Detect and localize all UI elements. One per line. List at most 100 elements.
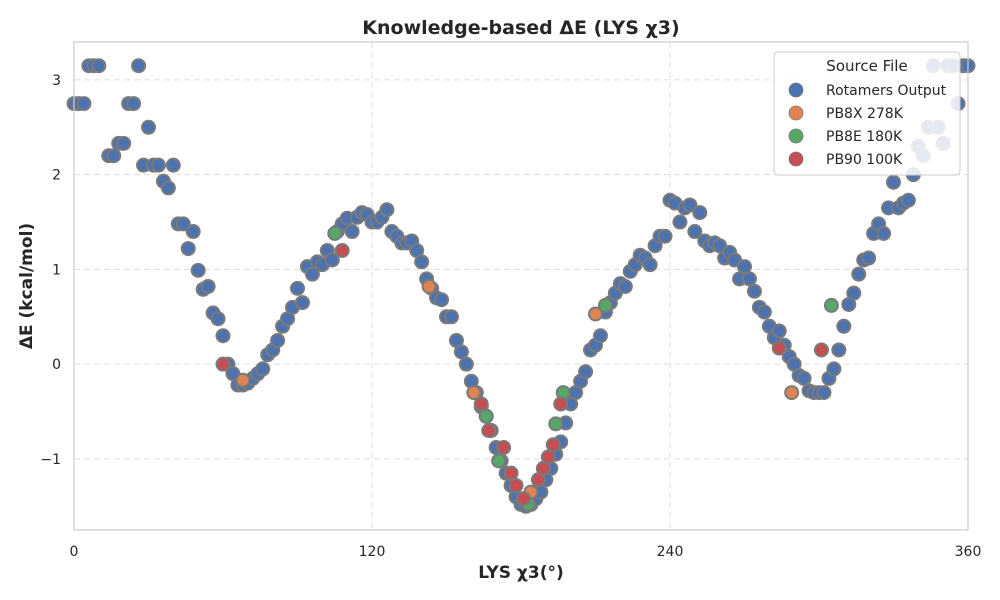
data-point [503,465,519,481]
legend-marker [788,128,804,144]
data-point [458,356,474,372]
data-point [588,306,603,322]
legend-marker [788,151,804,167]
legend-marker [788,105,804,121]
data-point [578,364,594,380]
data-point [831,342,847,358]
data-point [886,174,901,190]
series-2 [327,225,839,512]
x-tick-label: 0 [70,544,79,560]
data-point [481,423,497,439]
data-point [160,180,176,196]
data-point [190,262,206,278]
data-point [851,266,867,282]
data-point [672,214,688,230]
data-point [496,440,512,456]
data-point [215,328,231,344]
legend: Source File Rotamers Output PB8X 278K PB8E… [773,51,961,176]
data-point [327,225,343,241]
y-tick-label: 2 [52,168,61,184]
data-point [741,271,757,287]
data-point [379,202,395,218]
y-tick-labels: −1 0 1 2 3 [40,73,61,468]
data-point [126,96,142,112]
data-point [270,332,286,348]
data-point [491,453,507,469]
data-point [796,370,812,386]
data-point [478,408,494,424]
data-point [642,257,658,273]
data-point [548,416,564,432]
data-point [290,280,305,296]
data-point [784,385,800,401]
data-point [592,328,608,344]
data-point [553,396,569,412]
data-point [746,283,762,299]
data-point [294,295,310,311]
data-point [692,205,708,221]
data-point [414,254,430,270]
data-point [846,285,862,301]
y-tick-label: −1 [40,452,61,468]
data-point [235,372,251,388]
data-point [617,278,633,294]
data-point [76,96,92,112]
data-point [141,119,156,135]
data-point [91,58,107,74]
data-point [540,449,556,465]
data-point [344,224,360,240]
data-point [515,491,531,507]
data-point [165,157,181,173]
legend-entry: PB8X 278K [826,106,904,122]
data-point [813,342,829,358]
data-point [116,135,132,151]
data-point [131,58,147,74]
data-point [473,396,489,412]
series-1 [235,278,800,500]
series-3 [215,242,829,507]
data-point [434,292,450,308]
data-point [304,266,320,282]
data-point [255,361,271,377]
data-point [771,340,787,356]
data-point [657,228,673,244]
data-point [545,437,561,453]
x-tick-labels: 0 120 240 360 [70,544,982,560]
legend-entry: Rotamers Output [826,83,947,99]
legend-title: Source File [826,57,907,75]
data-point [200,278,216,294]
legend-marker [788,82,804,98]
data-point [687,224,703,240]
data-point [756,304,772,320]
data-point [826,361,842,377]
chart-title: Knowledge-based ΔE (LYS χ3) [362,17,679,39]
data-point [443,309,459,325]
data-point [175,216,191,232]
data-point [861,250,877,266]
data-point [771,323,787,339]
data-point [836,318,852,334]
y-tick-label: 1 [52,262,61,278]
data-point [180,241,196,257]
data-point [215,356,231,372]
data-point [185,224,201,240]
data-points [66,58,976,514]
data-point [682,197,698,213]
data-point [324,252,340,268]
legend-entry: PB8E 180K [826,129,903,145]
data-point [816,385,832,401]
x-tick-label: 120 [359,544,386,560]
x-tick-label: 240 [657,544,684,560]
data-point [900,192,916,208]
data-point [334,242,350,258]
y-tick-label: 3 [52,73,61,89]
legend-box [773,51,961,176]
data-point [597,297,613,313]
plot-frame [73,41,969,531]
data-point [466,385,482,401]
legend-entry: PB90 100K [826,152,903,168]
data-point [106,148,122,164]
data-point [150,157,166,173]
data-point [210,311,226,327]
